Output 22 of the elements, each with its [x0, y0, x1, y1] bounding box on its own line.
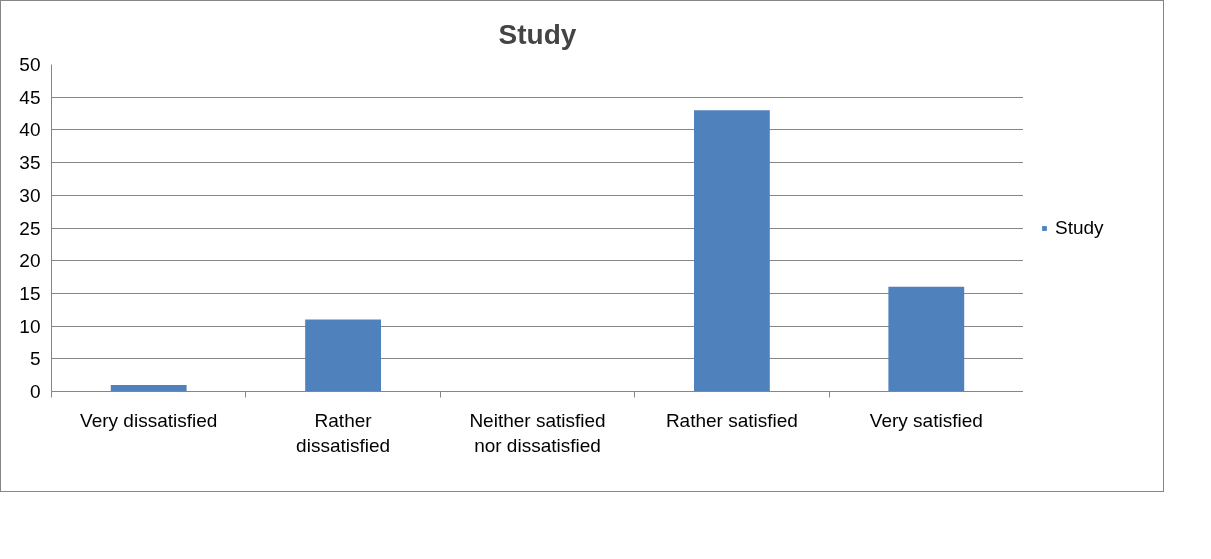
y-tick-label: 50 — [19, 54, 41, 75]
x-tick-label: Very dissatisfied — [80, 409, 218, 431]
y-tick-label: 25 — [19, 217, 41, 239]
x-tick-label: Very satisfied — [869, 409, 983, 431]
y-tick-label: 5 — [29, 348, 41, 370]
x-tick-label: Neither satisfied nor dissatisfied — [469, 409, 606, 456]
y-tick-label: 10 — [19, 315, 41, 337]
y-tick-label: 0 — [29, 381, 41, 402]
y-tick-label: 35 — [19, 152, 41, 174]
y-tick-label: 45 — [19, 86, 41, 108]
bar — [110, 384, 187, 392]
x-tick-label: Rather dissatisfied — [296, 409, 391, 456]
x-tick-label: Rather satisfied — [665, 409, 798, 431]
y-tick-label: 40 — [19, 119, 41, 141]
bar — [693, 110, 770, 392]
y-tick-label: 15 — [19, 282, 41, 304]
legend-label: Study — [1055, 216, 1104, 239]
bar — [305, 319, 382, 392]
chart-title: Study — [498, 18, 577, 50]
y-tick-label: 20 — [19, 250, 41, 272]
bar — [888, 286, 965, 392]
y-tick-label: 30 — [19, 184, 41, 206]
